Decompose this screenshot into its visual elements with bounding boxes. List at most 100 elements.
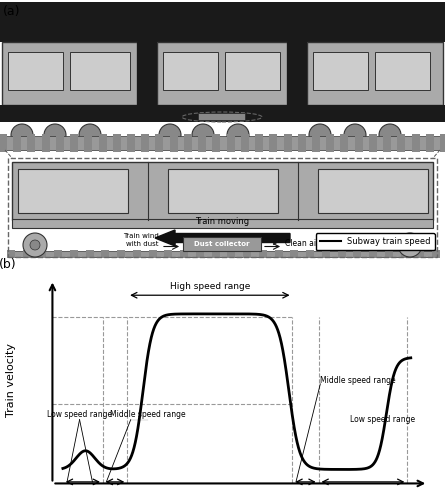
Bar <box>18 169 128 213</box>
Bar <box>440 134 445 152</box>
Circle shape <box>344 124 366 146</box>
Bar <box>54 250 62 258</box>
Bar <box>117 250 125 258</box>
Bar <box>157 42 287 105</box>
Circle shape <box>23 233 47 257</box>
Bar <box>212 250 220 258</box>
Bar <box>432 250 440 258</box>
Bar <box>369 250 377 258</box>
Bar <box>241 134 249 152</box>
Bar <box>0 136 445 150</box>
Bar <box>416 250 424 258</box>
Bar <box>42 134 50 152</box>
Circle shape <box>159 124 181 146</box>
Bar <box>243 250 251 258</box>
Bar <box>353 250 361 258</box>
Circle shape <box>379 124 401 146</box>
Bar <box>170 134 178 152</box>
Bar <box>56 134 64 152</box>
Bar <box>70 134 78 152</box>
Bar <box>355 134 363 152</box>
Circle shape <box>398 233 422 257</box>
Bar <box>8 251 437 257</box>
Bar <box>340 134 348 152</box>
Text: (b): (b) <box>0 258 17 271</box>
Bar <box>149 250 157 258</box>
Bar <box>99 134 107 152</box>
Circle shape <box>227 124 249 146</box>
Bar <box>180 250 188 258</box>
Circle shape <box>192 124 214 146</box>
Bar <box>38 250 46 258</box>
Bar <box>290 250 298 258</box>
Bar <box>212 134 220 152</box>
Text: Low speed range: Low speed range <box>350 415 415 424</box>
Bar <box>322 250 330 258</box>
Bar <box>375 52 430 90</box>
Bar <box>12 219 433 228</box>
Bar <box>369 134 377 152</box>
Bar <box>269 134 277 152</box>
Circle shape <box>44 124 66 146</box>
Bar <box>101 250 109 258</box>
Bar <box>298 134 306 152</box>
Bar <box>400 250 409 258</box>
Bar <box>259 250 267 258</box>
Bar <box>313 52 368 90</box>
Text: Clean air: Clean air <box>285 240 320 248</box>
Bar <box>0 2 445 42</box>
Bar <box>183 237 261 251</box>
Bar <box>141 134 149 152</box>
Bar <box>70 52 130 90</box>
Bar <box>426 134 434 152</box>
Bar <box>312 134 320 152</box>
Bar <box>326 134 334 152</box>
Text: Middle speed range: Middle speed range <box>320 376 396 385</box>
Text: Middle speed range: Middle speed range <box>110 410 186 420</box>
Bar <box>28 134 36 152</box>
Bar <box>307 42 443 105</box>
Circle shape <box>309 124 331 146</box>
Bar <box>385 250 393 258</box>
Bar <box>163 52 218 90</box>
Bar <box>0 134 7 152</box>
Bar <box>275 250 283 258</box>
Bar <box>412 134 420 152</box>
Bar <box>23 250 31 258</box>
Text: Dust collector: Dust collector <box>194 241 250 247</box>
Bar <box>306 250 314 258</box>
Text: High speed range: High speed range <box>170 282 250 290</box>
Bar <box>196 250 204 258</box>
Bar <box>225 52 280 90</box>
Bar <box>318 169 428 213</box>
Bar <box>133 250 141 258</box>
Bar <box>137 42 157 105</box>
Bar <box>86 250 94 258</box>
Bar <box>198 134 206 152</box>
FancyArrow shape <box>155 230 290 246</box>
Bar <box>184 134 192 152</box>
Circle shape <box>11 124 33 146</box>
Bar <box>155 134 163 152</box>
Circle shape <box>79 124 101 146</box>
Circle shape <box>405 240 415 250</box>
Bar <box>70 250 78 258</box>
Bar <box>0 105 445 122</box>
Bar <box>85 134 93 152</box>
Bar <box>255 134 263 152</box>
Bar <box>227 250 235 258</box>
Bar <box>397 134 405 152</box>
Text: Train moving: Train moving <box>195 217 249 226</box>
Text: Train wind
with dust: Train wind with dust <box>123 234 159 246</box>
Bar <box>8 158 437 257</box>
Bar <box>338 250 346 258</box>
Bar <box>164 250 172 258</box>
Bar <box>127 134 135 152</box>
Text: Low speed range: Low speed range <box>47 410 112 420</box>
Legend: Subway train speed: Subway train speed <box>316 233 435 250</box>
Bar <box>113 134 121 152</box>
Bar <box>283 134 291 152</box>
Bar <box>383 134 391 152</box>
Text: (a): (a) <box>3 5 20 18</box>
Text: Train velocity: Train velocity <box>6 343 16 417</box>
